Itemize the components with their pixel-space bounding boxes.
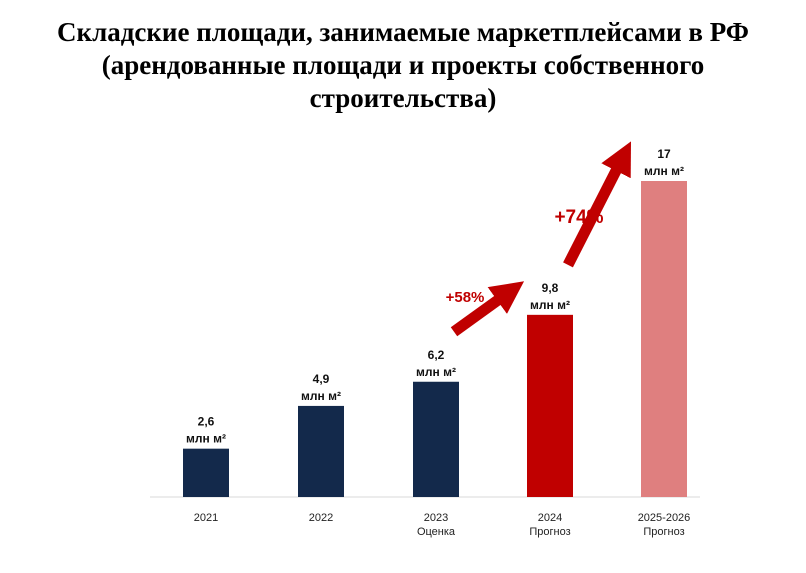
chart-title: Складские площади, занимаемые маркетплей… xyxy=(0,16,806,115)
category-label-4-0: 2025-2026 xyxy=(638,512,691,524)
value-label-0: 2,6 xyxy=(198,415,215,429)
unit-label-4: млн м² xyxy=(644,164,684,178)
chart-title-line-1: Складские площади, занимаемые маркетплей… xyxy=(57,17,749,47)
unit-label-0: млн м² xyxy=(186,432,226,446)
value-label-2: 6,2 xyxy=(428,348,445,362)
value-label-1: 4,9 xyxy=(313,372,330,386)
growth-label-0: +58% xyxy=(446,289,485,306)
category-label-3-1: Прогноз xyxy=(529,526,570,538)
bar-4 xyxy=(641,181,687,497)
category-label-1-0: 2022 xyxy=(309,512,333,524)
value-label-4: 17 xyxy=(657,147,671,161)
bar-2 xyxy=(413,381,459,497)
chart-title-line-3: строительства) xyxy=(309,83,497,113)
category-label-0-0: 2021 xyxy=(194,512,218,524)
unit-label-2: млн м² xyxy=(416,365,456,379)
growth-arrow-0 xyxy=(450,281,525,337)
category-label-2-1: Оценка xyxy=(417,526,456,538)
value-label-3: 9,8 xyxy=(542,281,559,295)
category-label-2-0: 2023 xyxy=(424,512,448,524)
category-label-4-1: Прогноз xyxy=(643,526,684,538)
growth-arrow-1 xyxy=(563,141,631,268)
growth-label-1: +74% xyxy=(554,207,603,228)
unit-label-1: млн м² xyxy=(301,389,341,403)
chart-title-line-2: (арендованные площади и проекты собствен… xyxy=(101,50,705,80)
unit-label-3: млн м² xyxy=(530,298,570,312)
bar-1 xyxy=(298,405,344,497)
bar-3 xyxy=(527,314,573,497)
bar-0 xyxy=(183,448,229,497)
category-label-3-0: 2024 xyxy=(538,512,562,524)
